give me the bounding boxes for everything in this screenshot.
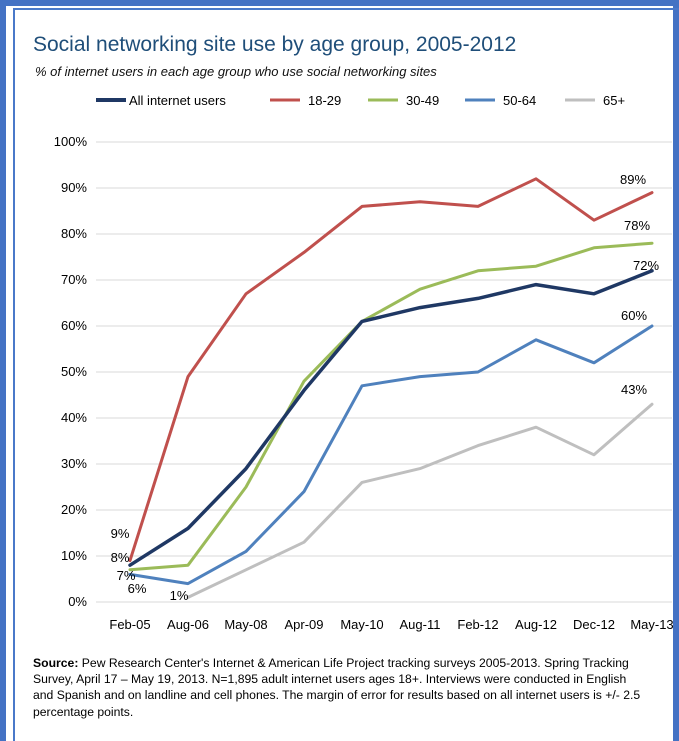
- series-line-30-49: [128, 241, 654, 572]
- data-label: 60%: [621, 308, 647, 323]
- series-line-18-29: [128, 177, 654, 563]
- y-tick-label: 40%: [61, 410, 87, 425]
- data-label: 9%: [111, 526, 130, 541]
- y-tick-label: 100%: [54, 134, 88, 149]
- x-tick-label: May-10: [340, 617, 383, 632]
- data-label: 72%: [633, 258, 659, 273]
- data-label: 6%: [128, 581, 147, 596]
- x-tick-label: Aug-12: [515, 617, 557, 632]
- source-note: Source: Pew Research Center's Internet &…: [33, 655, 645, 720]
- y-tick-label: 20%: [61, 502, 87, 517]
- data-label: 8%: [111, 550, 130, 565]
- x-tick-label: Aug-06: [167, 617, 209, 632]
- frame-right-border: [673, 0, 679, 741]
- data-label: 78%: [624, 218, 650, 233]
- legend-label: 30-49: [406, 93, 439, 108]
- chart-subtitle: % of internet users in each age group wh…: [35, 64, 437, 79]
- x-tick-label: Feb-12: [457, 617, 498, 632]
- x-tick-label: Dec-12: [573, 617, 615, 632]
- x-tick-label: Apr-09: [284, 617, 323, 632]
- data-label: 7%: [117, 568, 136, 583]
- y-tick-label: 0%: [68, 594, 87, 609]
- y-tick-label: 10%: [61, 548, 87, 563]
- x-tick-label: Aug-11: [400, 617, 441, 632]
- legend-label: All internet users: [129, 93, 226, 108]
- y-tick-label: 60%: [61, 318, 87, 333]
- frame-inner-top-line: [13, 8, 679, 10]
- data-label: 1%: [170, 588, 189, 603]
- chart-title: Social networking site use by age group,…: [33, 33, 517, 56]
- y-tick-label: 50%: [61, 364, 87, 379]
- x-tick-label: Feb-05: [109, 617, 150, 632]
- y-tick-label: 80%: [61, 226, 87, 241]
- legend-label: 18-29: [308, 93, 341, 108]
- frame-inner-left-line: [13, 8, 15, 741]
- source-label: Source:: [33, 656, 79, 670]
- y-tick-label: 30%: [61, 456, 87, 471]
- x-tick-label: May-08: [224, 617, 267, 632]
- frame-top-border: [0, 0, 679, 6]
- series-line-50-64: [128, 324, 654, 586]
- line-chart: 0% 10% 20% 30% 40% 50% 60% 70% 80% 90% 100% Feb-05 A…: [54, 93, 674, 632]
- y-tick-label: 70%: [61, 272, 87, 287]
- series-line-all-internet-users: [128, 269, 654, 567]
- data-label: 89%: [620, 172, 646, 187]
- x-tick-label: May-13: [630, 617, 673, 632]
- data-label: 43%: [621, 382, 647, 397]
- legend-label: 50-64: [503, 93, 536, 108]
- y-tick-label: 90%: [61, 180, 87, 195]
- frame-left-border: [0, 0, 6, 741]
- source-text: Pew Research Center's Internet & America…: [33, 656, 641, 719]
- series-line-65-: [186, 402, 654, 599]
- legend-label: 65+: [603, 93, 625, 108]
